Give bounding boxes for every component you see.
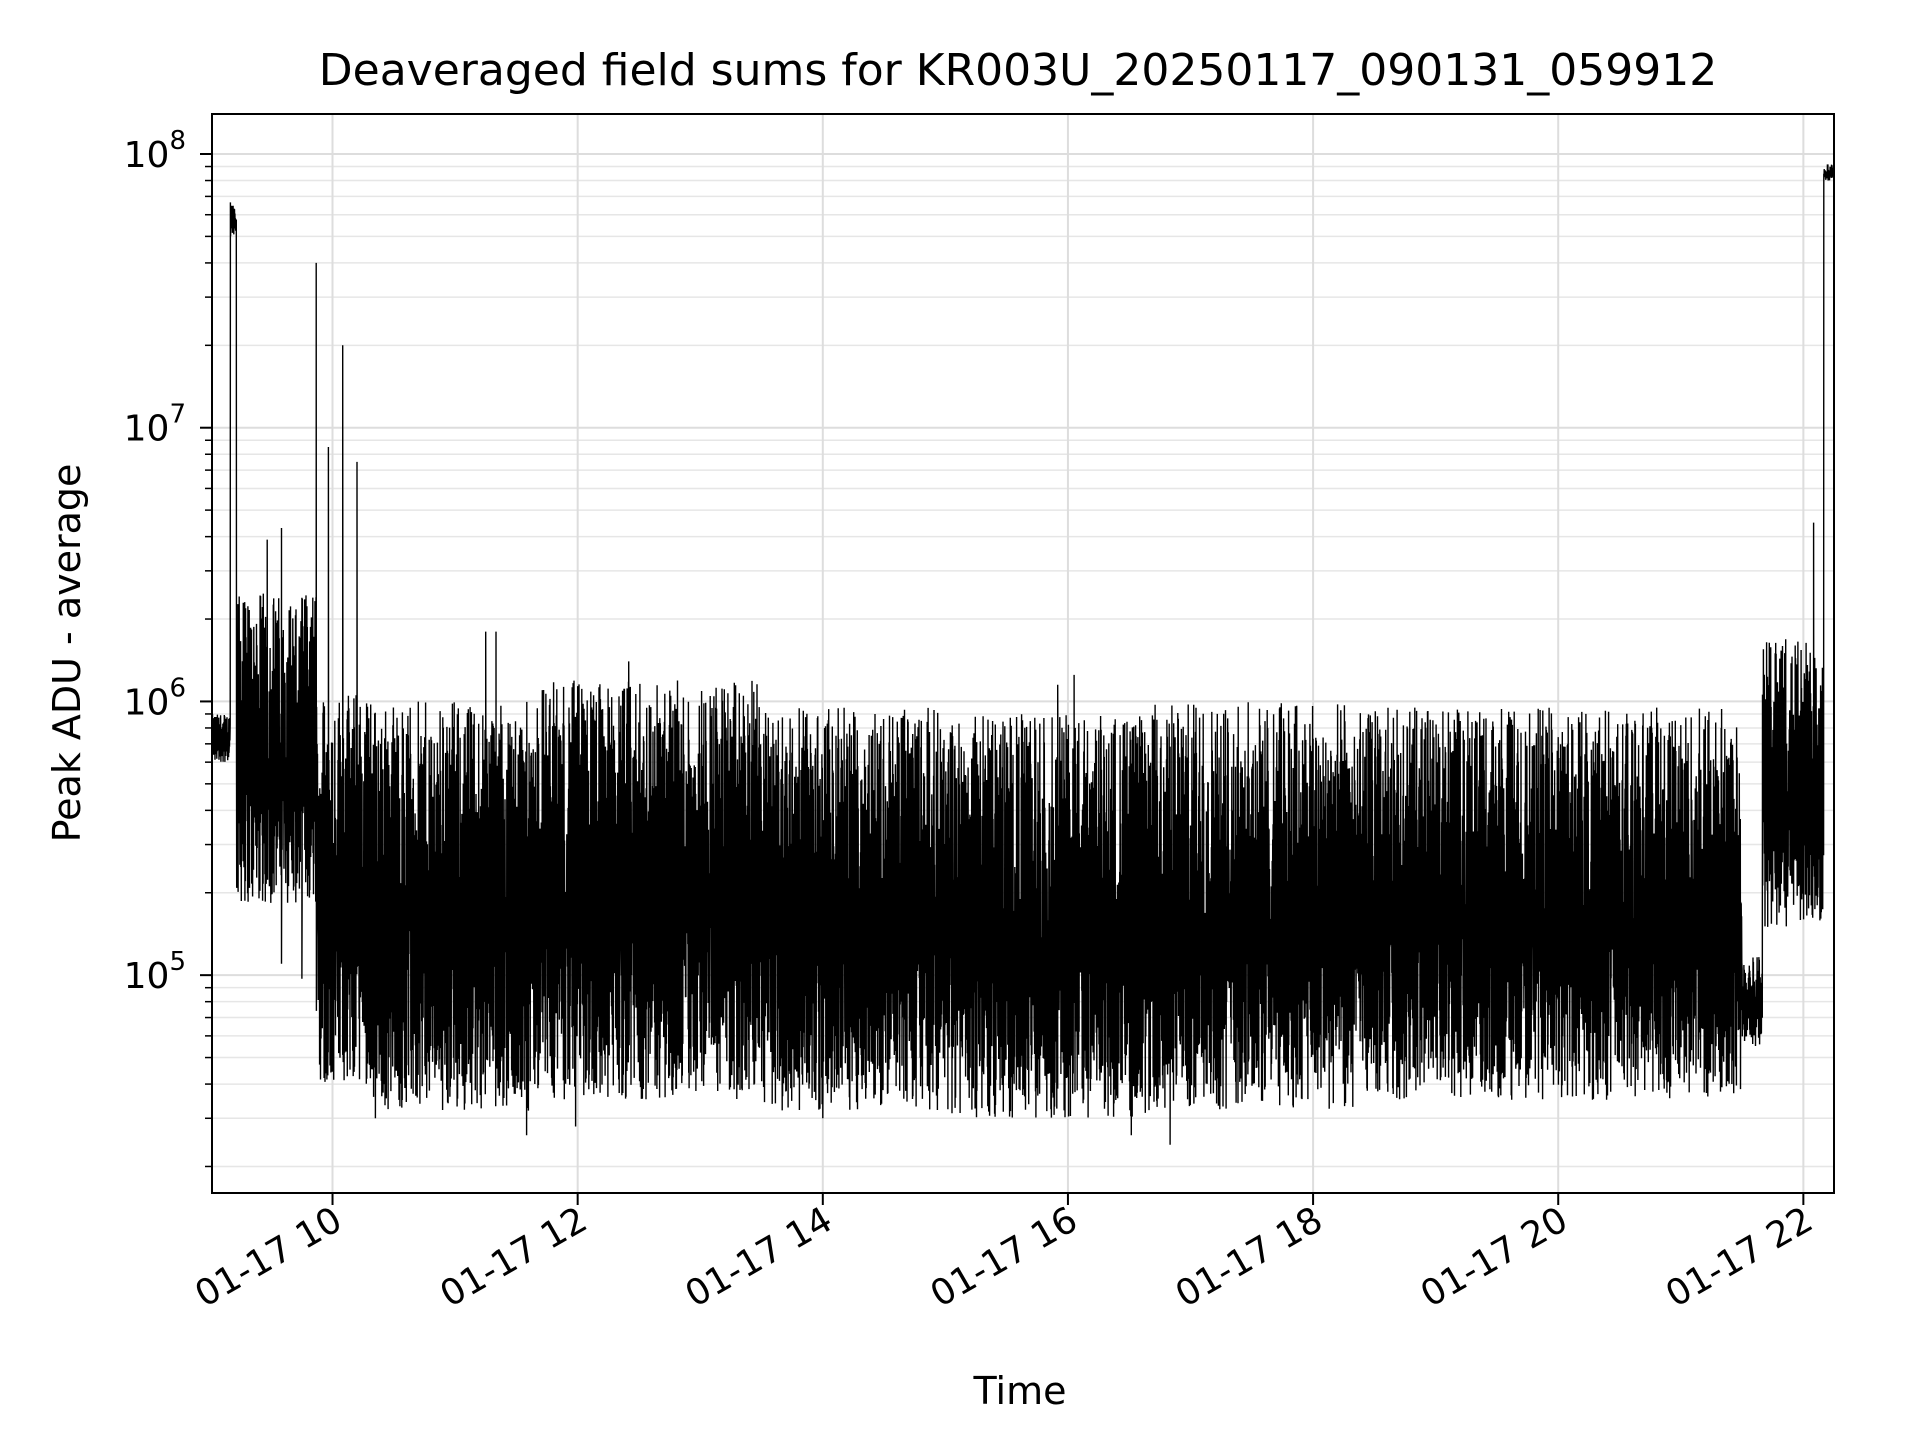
x-tick-label: 01-17 18 (1169, 1199, 1330, 1315)
y-tick-label: 105 (124, 947, 186, 997)
x-tick-label: 01-17 12 (433, 1199, 594, 1315)
y-axis-label: Peak ADU - average (45, 464, 89, 843)
chart-title: Deaveraged field sums for KR003U_2025011… (319, 45, 1717, 96)
y-ticks: 105 106 107 108 (124, 126, 212, 1168)
x-axis-label: Time (973, 1369, 1067, 1413)
y-tick-label: 108 (124, 126, 186, 176)
x-ticks: 01-17 10 01-17 12 01-17 14 01-17 16 01-17 18… (188, 1193, 1820, 1316)
x-tick-label: 01-17 14 (679, 1199, 840, 1315)
plot-frame (211, 113, 1835, 1194)
y-tick-label: 107 (124, 400, 186, 450)
x-tick-label: 01-17 16 (924, 1199, 1085, 1315)
y-tick-label: 106 (124, 673, 186, 723)
x-tick-label: 01-17 22 (1659, 1199, 1820, 1315)
series-line (211, 164, 1835, 1145)
x-tick-label: 01-17 10 (188, 1199, 349, 1315)
x-tick-label: 01-17 20 (1414, 1199, 1575, 1315)
